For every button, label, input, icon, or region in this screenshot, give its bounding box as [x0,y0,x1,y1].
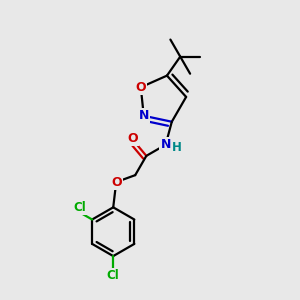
Text: N: N [160,138,171,151]
Text: Cl: Cl [73,201,86,214]
Text: Cl: Cl [107,269,120,282]
Text: O: O [127,132,138,146]
Text: O: O [136,81,146,94]
Text: N: N [139,109,149,122]
Text: O: O [111,176,122,189]
Text: H: H [172,141,182,154]
